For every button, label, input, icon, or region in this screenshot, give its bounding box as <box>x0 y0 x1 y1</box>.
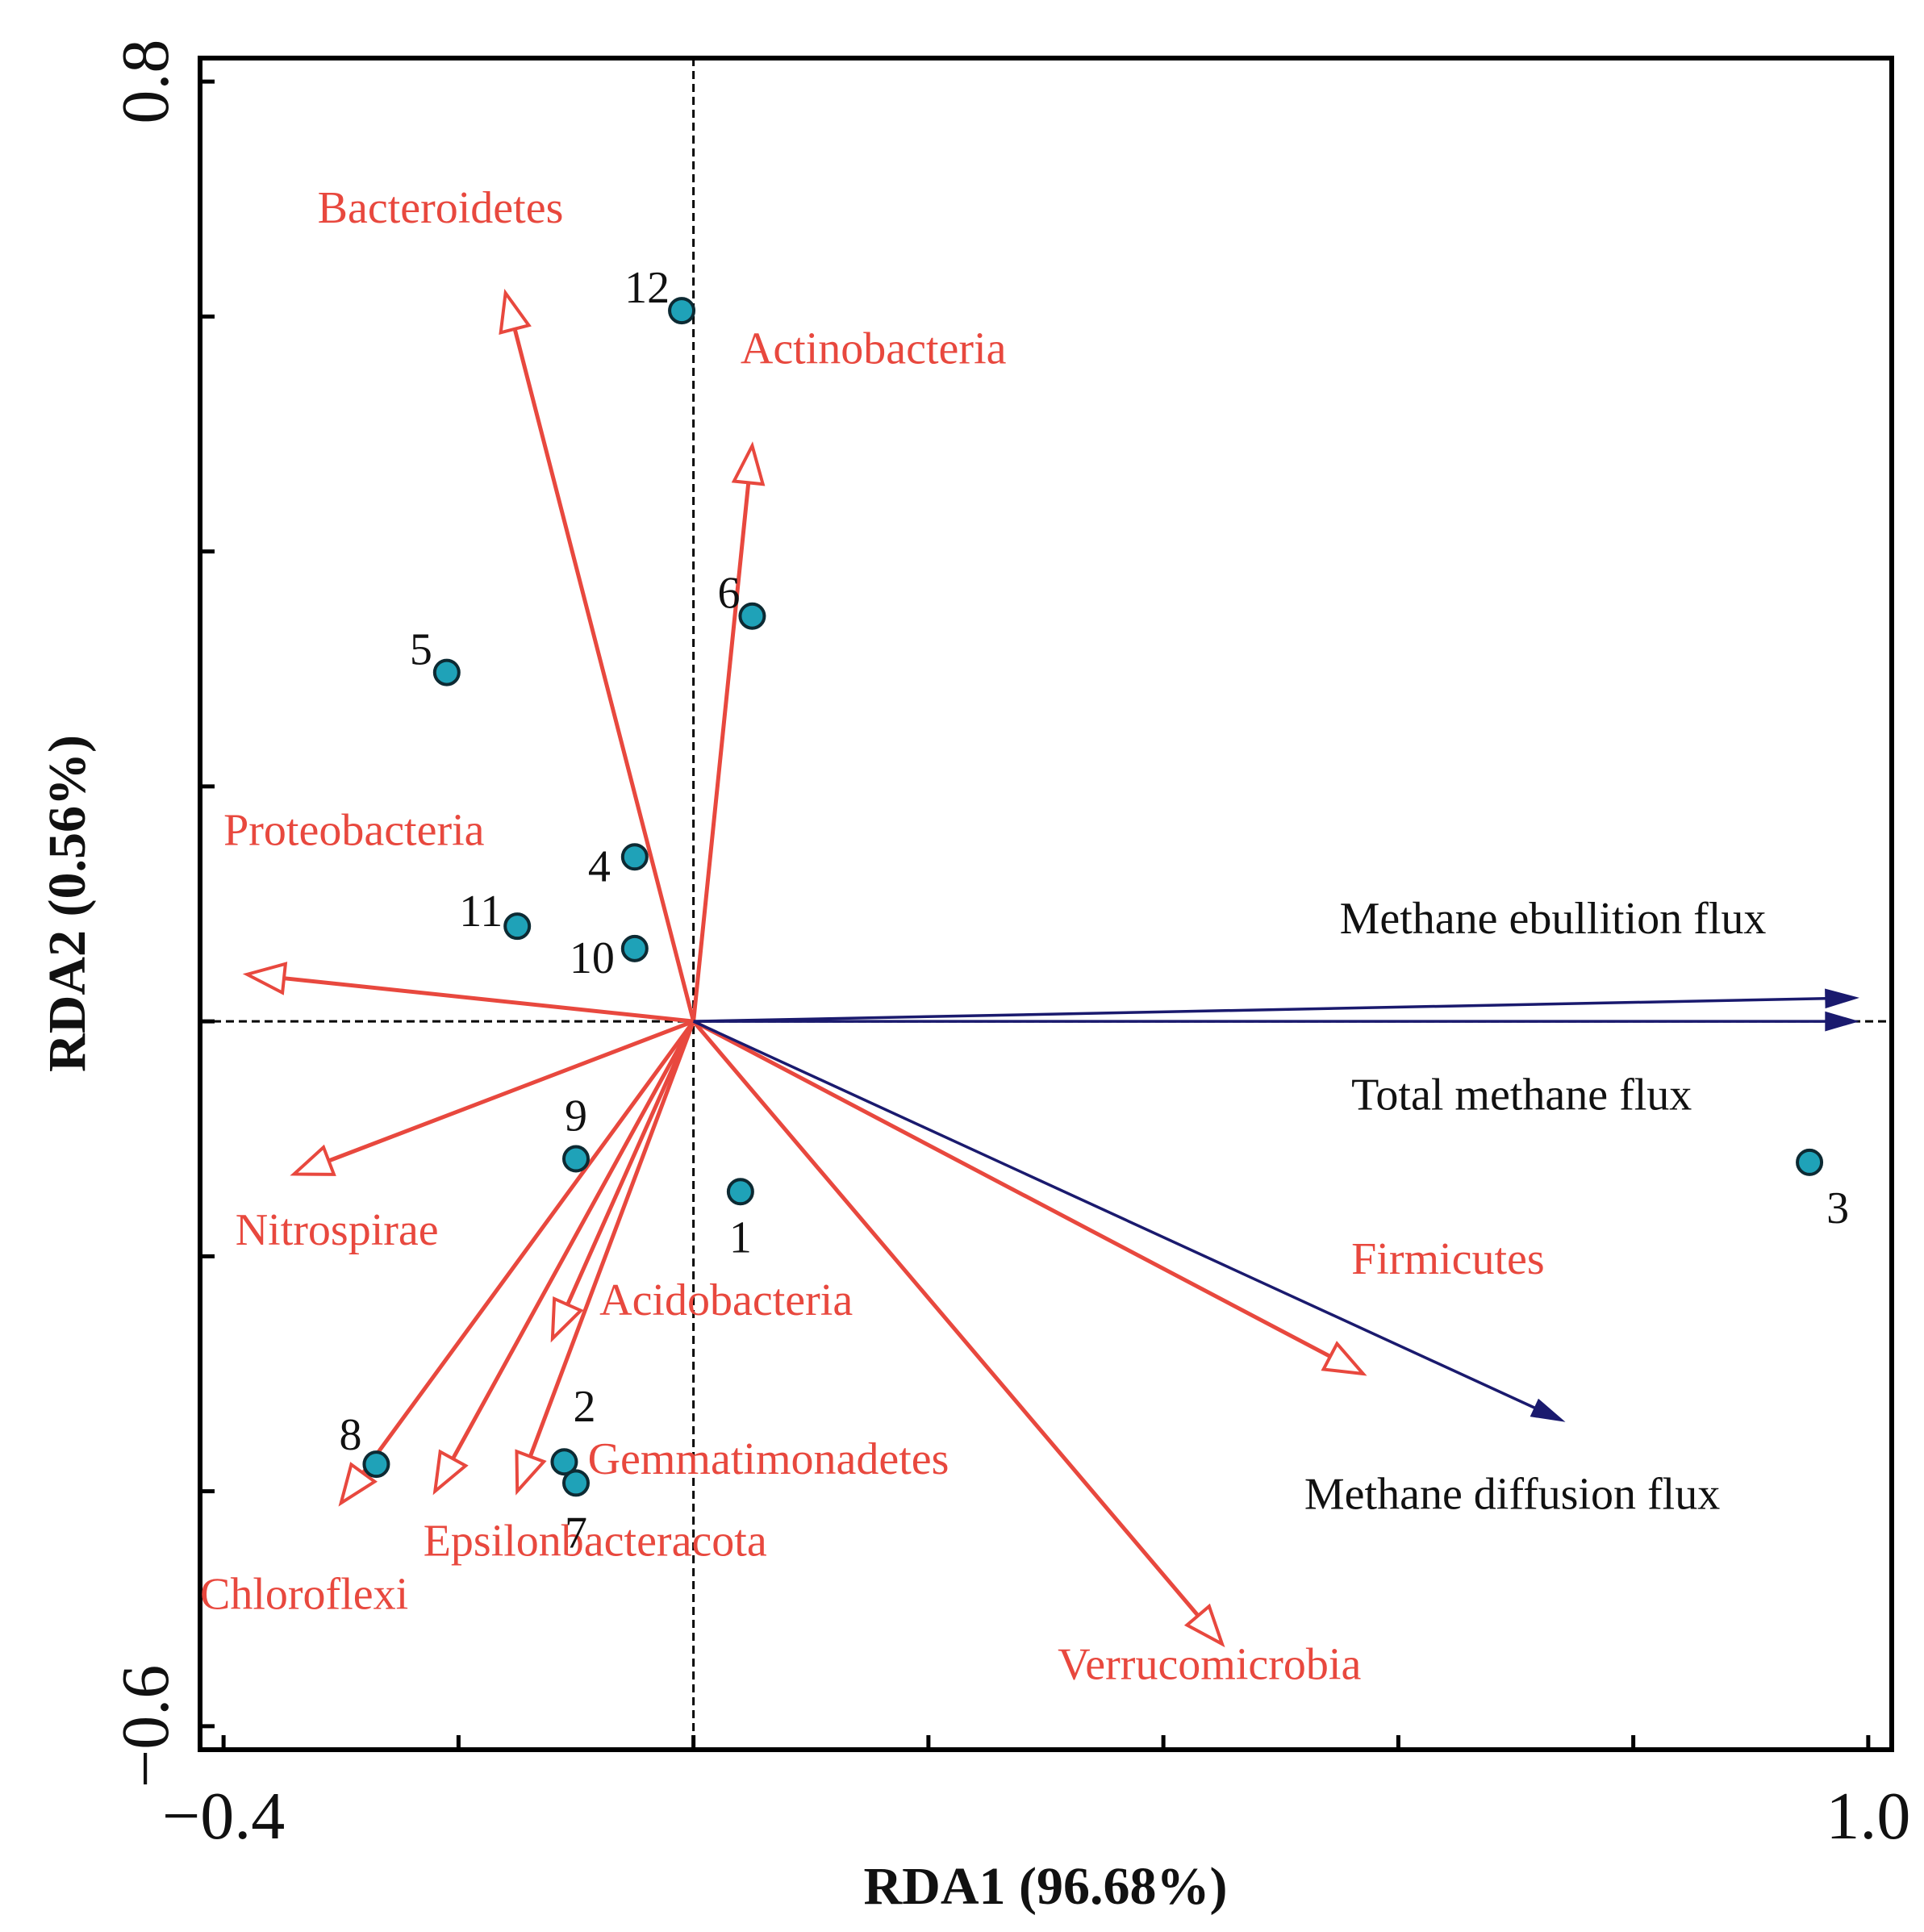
species-label-proteobacteria: Proteobacteria <box>223 806 485 856</box>
species-arrow-gemmatimonadetes <box>515 1020 695 1496</box>
species-arrow-gemmatimonadetes-shaft <box>528 1020 695 1458</box>
site-point-5 <box>432 658 461 686</box>
env-label-methane-ebullition-flux: Methane ebullition flux <box>1340 894 1767 944</box>
axis-ticks: −0.4 1.0 0.8 −0.6 <box>108 40 1910 1854</box>
site-label-6: 6 <box>717 569 740 619</box>
site-point-9 <box>562 1145 590 1173</box>
site-point-8 <box>362 1450 390 1479</box>
site-label-1: 1 <box>729 1212 752 1262</box>
site-label-12: 12 <box>624 263 670 313</box>
site-point-11 <box>503 912 532 941</box>
species-arrow-chloroflexi-head <box>338 1462 378 1507</box>
species-arrow-proteobacteria-shaft <box>283 976 694 1024</box>
species-arrow-nitrospirae-shaft <box>328 1019 695 1163</box>
species-label-verrucomicrobia: Verrucomicrobia <box>1058 1640 1361 1690</box>
env-label-methane-diffusion-flux: Methane diffusion flux <box>1304 1469 1720 1519</box>
y-tick-label: −0.6 <box>108 1665 183 1788</box>
site-point-7 <box>562 1469 590 1497</box>
species-arrow-nitrospirae-head <box>290 1144 336 1176</box>
environment-arrows: Methane ebullition flux Total methane flu… <box>692 894 1859 1519</box>
site-label-5: 5 <box>410 625 432 675</box>
site-point-12 <box>668 297 696 325</box>
y-axis-title: RDA2 (0.56%) <box>38 735 97 1072</box>
species-arrow-proteobacteria <box>242 962 694 1024</box>
species-arrow-verrucomicrobia-shaft <box>691 1020 1200 1617</box>
species-arrow-acidobacteria-head <box>550 1296 584 1343</box>
species-arrow-proteobacteria-head <box>242 962 288 995</box>
y-tick-label: 0.8 <box>108 40 183 124</box>
site-label-8: 8 <box>339 1410 361 1460</box>
species-arrow-chloroflexi <box>338 1020 695 1507</box>
env-arrow-methane-diffusion-flux-shaft <box>692 1020 1536 1409</box>
species-label-nitrospirae: Nitrospirae <box>236 1205 439 1255</box>
env-label-total-methane-flux: Total methane flux <box>1351 1070 1692 1120</box>
site-label-3: 3 <box>1826 1183 1849 1233</box>
site-point-10 <box>620 934 649 962</box>
site-point-3 <box>1796 1148 1824 1176</box>
site-point-4 <box>620 843 649 871</box>
site-point-2 <box>550 1448 578 1476</box>
species-arrow-actinobacteria-shaft <box>691 482 751 1022</box>
site-label-9: 9 <box>565 1091 587 1141</box>
env-arrow-methane-ebullition-flux-shaft <box>693 997 1826 1023</box>
site-point-1 <box>726 1178 754 1206</box>
species-label-firmicutes: Firmicutes <box>1351 1234 1545 1284</box>
species-arrow-bacteroidetes <box>499 288 696 1022</box>
species-label-bacteroidetes: Bacteroidetes <box>318 183 564 233</box>
species-arrow-acidobacteria-shaft <box>566 1020 695 1306</box>
env-arrow-total-methane-flux <box>693 1011 1859 1032</box>
species-arrow-chloroflexi-shaft <box>361 1020 695 1475</box>
env-arrow-total-methane-flux-head <box>1825 1011 1859 1032</box>
species-arrow-gemmatimonadetes-head <box>515 1449 547 1496</box>
x-tick-label: 1.0 <box>1826 1779 1910 1854</box>
species-arrow-actinobacteria <box>691 441 766 1022</box>
plot-frame <box>198 56 1894 1752</box>
species-arrow-firmicutes <box>692 1019 1367 1376</box>
species-arrow-epsilonbacteracota <box>432 1020 695 1496</box>
env-arrow-methane-diffusion-flux-head <box>1530 1398 1566 1422</box>
species-label-gemmatimonadetes: Gemmatimonadetes <box>588 1434 949 1484</box>
species-arrow-nitrospirae <box>290 1019 695 1176</box>
species-arrow-acidobacteria <box>550 1020 695 1343</box>
species-label-actinobacteria: Actinobacteria <box>741 324 1007 374</box>
species-label-acidobacteria: Acidobacteria <box>599 1275 853 1325</box>
site-point-6 <box>738 602 766 630</box>
site-label-11: 11 <box>459 887 503 937</box>
env-arrow-methane-diffusion-flux <box>692 1020 1566 1422</box>
env-arrow-methane-ebullition-flux <box>693 988 1859 1023</box>
species-arrow-actinobacteria-head <box>731 441 766 486</box>
species-arrow-verrucomicrobia-head <box>1183 1603 1225 1648</box>
species-arrow-epsilonbacteracota-shaft <box>451 1020 695 1460</box>
species-label-epsilonbacteracota: Epsilonbacteracota <box>424 1517 767 1567</box>
species-arrow-firmicutes-head <box>1321 1341 1367 1376</box>
site-label-2: 2 <box>573 1382 595 1432</box>
env-arrow-methane-ebullition-flux-head <box>1825 988 1859 1009</box>
site-label-7: 7 <box>565 1508 587 1558</box>
species-arrow-bacteroidetes-head <box>499 288 532 335</box>
species-label-chloroflexi: Chloroflexi <box>200 1569 408 1619</box>
site-label-10: 10 <box>570 933 615 983</box>
species-arrows: Bacteroidetes Actinobacteria Proteobacteri… <box>200 183 1545 1690</box>
species-arrow-epsilonbacteracota-head <box>432 1449 469 1496</box>
x-axis-title: RDA1 (96.68%) <box>864 1857 1228 1916</box>
site-label-4: 4 <box>588 841 611 891</box>
species-arrow-bacteroidetes-shaft <box>512 328 696 1022</box>
species-arrow-verrucomicrobia <box>691 1020 1225 1648</box>
x-tick-label: −0.4 <box>162 1779 285 1854</box>
species-arrow-firmicutes-shaft <box>692 1019 1332 1358</box>
